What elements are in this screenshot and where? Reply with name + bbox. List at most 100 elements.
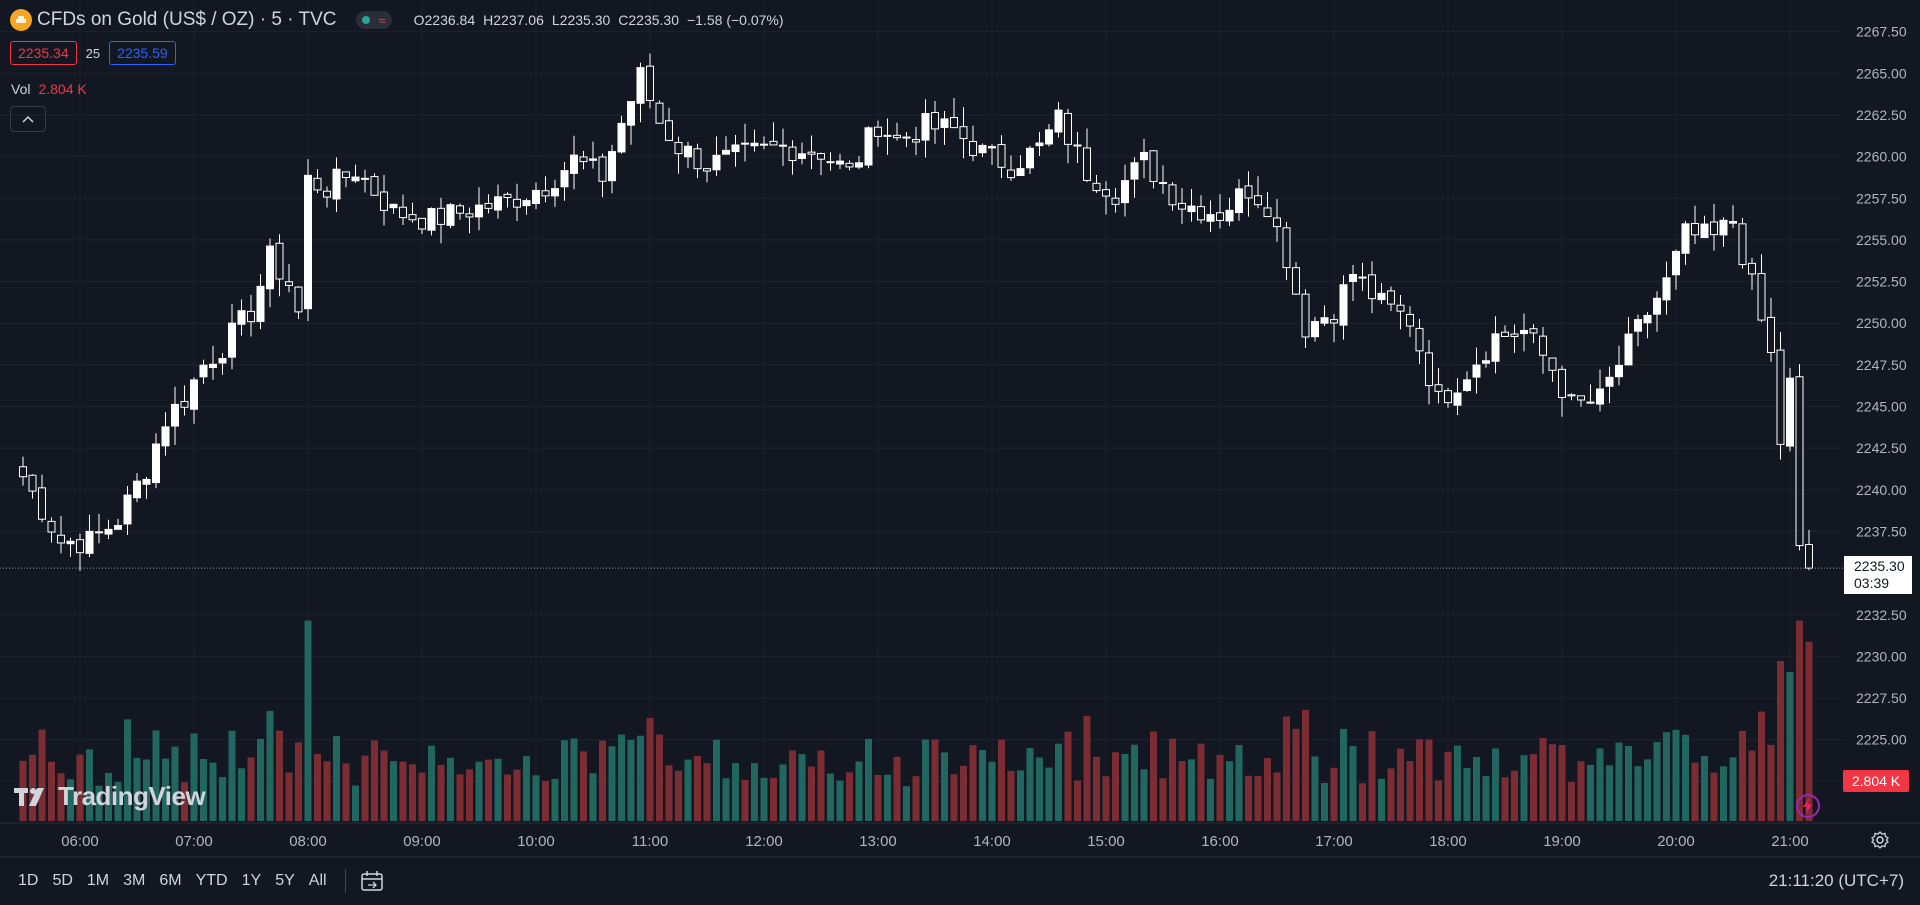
candle-body	[133, 480, 141, 499]
price-tick-label: 2232.50	[1856, 607, 1907, 623]
collapse-legend-button[interactable]	[10, 106, 46, 132]
volume-bar	[722, 778, 730, 821]
candle-body	[1529, 328, 1538, 334]
candle-body	[845, 162, 854, 168]
volume-bar	[1644, 759, 1651, 821]
time-axis: 06:00 07:00 08:00 09:00 10:00 11:00 12:00 13:00…	[61, 833, 1809, 850]
close-label: C	[618, 12, 629, 28]
volume-bar	[1796, 620, 1803, 821]
candle-body	[1064, 112, 1072, 145]
range-button-1m[interactable]: 1M	[86, 872, 110, 889]
volume-bar	[200, 759, 207, 821]
candle-body	[1035, 142, 1044, 147]
candle-body	[494, 196, 502, 211]
volume-bar	[893, 756, 901, 821]
volume-bar	[1254, 775, 1262, 821]
range-button-5d[interactable]: 5D	[52, 872, 73, 889]
candle-body	[1197, 206, 1205, 221]
volume-bar	[817, 750, 825, 821]
candle-body	[1615, 364, 1623, 378]
volume-bar	[1007, 770, 1015, 821]
candle-body	[1767, 316, 1775, 353]
candle-body	[1463, 379, 1471, 391]
volume-bar	[903, 786, 910, 821]
price-tick-label: 2267.50	[1856, 24, 1907, 40]
tradingview-logo[interactable]: TradingView	[14, 781, 206, 812]
candle-body	[902, 136, 911, 139]
candle-body	[218, 358, 227, 364]
candle-body	[1263, 207, 1272, 218]
candle-body	[1757, 273, 1766, 321]
volume-bar	[988, 761, 996, 821]
candle-body	[1738, 223, 1747, 266]
candle-body	[1520, 329, 1528, 335]
candle-body	[1121, 180, 1129, 204]
high-value: 2237.06	[493, 12, 544, 28]
candle-body	[484, 202, 493, 209]
calendar-goto-icon[interactable]	[360, 870, 384, 892]
candle-body	[361, 177, 369, 180]
volume-label[interactable]: Vol	[11, 81, 31, 97]
candle-body	[47, 520, 56, 533]
market-status-pill[interactable]: ≈	[356, 11, 392, 29]
candle-body	[826, 161, 835, 164]
volume-bar	[314, 753, 321, 821]
candle-body	[1691, 223, 1699, 236]
volume-bar	[1558, 744, 1566, 821]
range-button-1y[interactable]: 1Y	[241, 872, 262, 889]
price-tick-label: 2262.50	[1856, 107, 1907, 123]
candle-body	[1444, 390, 1452, 404]
volume-bar	[219, 777, 226, 821]
range-button-all[interactable]: All	[308, 872, 327, 889]
candle-body	[1149, 150, 1158, 182]
volume-bar	[409, 764, 416, 821]
range-button-ytd[interactable]: YTD	[195, 872, 228, 889]
candle-body	[171, 403, 179, 427]
chevron-up-icon	[22, 115, 34, 123]
symbol-title[interactable]: CFDs on Gold (US$ / OZ) · 5 · TVC	[37, 9, 337, 30]
candle-body	[1482, 360, 1490, 364]
range-button-3m[interactable]: 3M	[123, 872, 146, 889]
range-button-1d[interactable]: 1D	[18, 872, 39, 889]
candle-body	[228, 322, 236, 358]
sell-price-button[interactable]: 2235.34	[10, 41, 77, 65]
candle-body	[1130, 162, 1139, 180]
volume-bar	[1349, 746, 1357, 821]
candle-body	[1415, 327, 1424, 352]
volume-bar	[979, 749, 986, 821]
volume-bar	[836, 780, 844, 821]
change-value: −1.58 (−0.07%)	[687, 12, 784, 28]
range-button-6m[interactable]: 6M	[159, 872, 182, 889]
candle-body	[1244, 185, 1253, 199]
candle-body	[1054, 109, 1063, 133]
candle-body	[1016, 168, 1025, 177]
candle-body	[1453, 392, 1462, 406]
candle-body	[1396, 304, 1405, 312]
volume-bar	[238, 768, 245, 821]
market-open-dot-icon	[362, 16, 371, 24]
volume-bar	[1482, 775, 1490, 821]
range-button-5y[interactable]: 5Y	[275, 872, 295, 889]
candle-body	[456, 205, 464, 214]
volume-bar	[1264, 758, 1271, 821]
candle-body	[1339, 284, 1348, 326]
volume-bar	[1197, 743, 1205, 821]
candle-body	[209, 363, 217, 368]
volume-bar	[1406, 761, 1414, 821]
volume-bar	[1045, 767, 1053, 821]
volume-bar	[1501, 777, 1509, 821]
volume-bar	[1245, 775, 1252, 821]
volume-bar	[931, 739, 939, 821]
gear-icon[interactable]	[1870, 830, 1890, 850]
candle-body	[256, 285, 265, 322]
candle-body	[76, 539, 84, 554]
lightning-icon[interactable]	[1794, 792, 1822, 820]
buy-price-button[interactable]: 2235.59	[109, 41, 176, 65]
volume-bar	[561, 740, 568, 821]
time-tick-label: 19:00	[1543, 833, 1581, 850]
clock-timezone[interactable]: 21:11:20 (UTC+7)	[1768, 871, 1904, 890]
volume-bar	[1368, 731, 1376, 821]
candle-body	[190, 379, 198, 410]
candle-body	[712, 154, 721, 171]
